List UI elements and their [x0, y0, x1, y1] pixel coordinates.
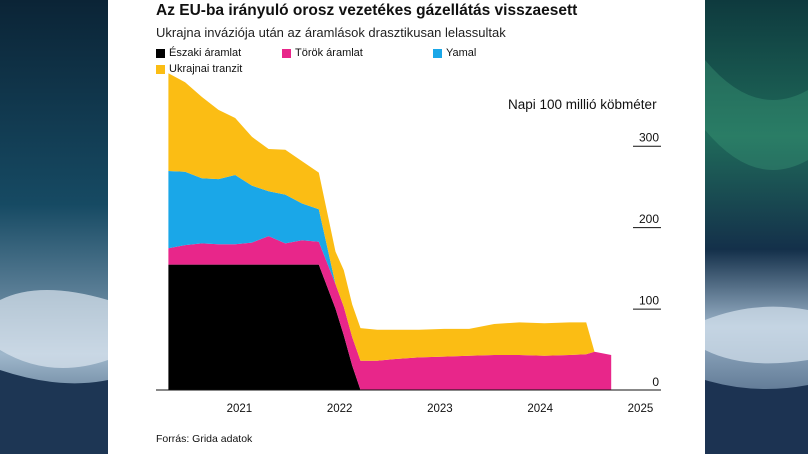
legend-label-eszaki: Északi áramlat	[169, 47, 242, 59]
legend-item-ukrajnai: Ukrajnai tranzit	[156, 63, 242, 75]
y-tick-label-0: 0	[652, 375, 659, 389]
chart-legend: Északi áramlat Török áramlat Yamal Ukraj…	[156, 47, 596, 77]
area-series-eszaki	[168, 264, 612, 390]
area-series-ukrajnai	[168, 73, 612, 361]
x-tick-label-2024: 2024	[527, 403, 553, 415]
legend-label-torok: Török áramlat	[295, 47, 363, 59]
legend-swatch-eszaki	[156, 48, 165, 58]
y-tick-label-200: 200	[639, 212, 659, 226]
background-night-sky-left	[0, 0, 108, 454]
legend-item-eszaki: Északi áramlat	[156, 47, 241, 59]
background-aurora-right	[705, 0, 808, 454]
legend-swatch-ukrajnai	[156, 64, 165, 74]
x-tick-label-2021: 2021	[227, 403, 253, 415]
x-tick-label-2023: 2023	[427, 403, 453, 415]
chart-subtitle: Ukrajna inváziója után az áramlások dras…	[156, 25, 506, 40]
y-axis-unit-label: Napi 100 millió köbméter	[508, 97, 657, 112]
legend-label-yamal: Yamal	[446, 47, 477, 59]
x-tick-label-2022: 2022	[327, 403, 353, 415]
y-tick-label-300: 300	[639, 131, 659, 145]
legend-label-ukrajnai: Ukrajnai tranzit	[169, 63, 243, 75]
area-series-yamal	[168, 171, 612, 361]
legend-swatch-yamal	[433, 48, 442, 58]
y-tick-label-100: 100	[639, 294, 659, 308]
x-tick-label-2025: 2025	[628, 403, 654, 415]
legend-swatch-torok	[282, 48, 291, 58]
area-series-torok	[168, 236, 612, 390]
chart-card: 2021 2022 2023 2024 2025 0 100 200 300 Az EU-ba …	[108, 0, 705, 454]
legend-item-torok: Török áramlat	[282, 47, 363, 59]
source-note: Forrás: Grida adatok	[156, 433, 253, 445]
legend-item-yamal: Yamal	[433, 47, 476, 59]
chart-title: Az EU-ba irányuló orosz vezetékes gázell…	[156, 2, 578, 19]
chart-svg: 2021 2022 2023 2024 2025 0 100 200 300	[156, 73, 661, 415]
